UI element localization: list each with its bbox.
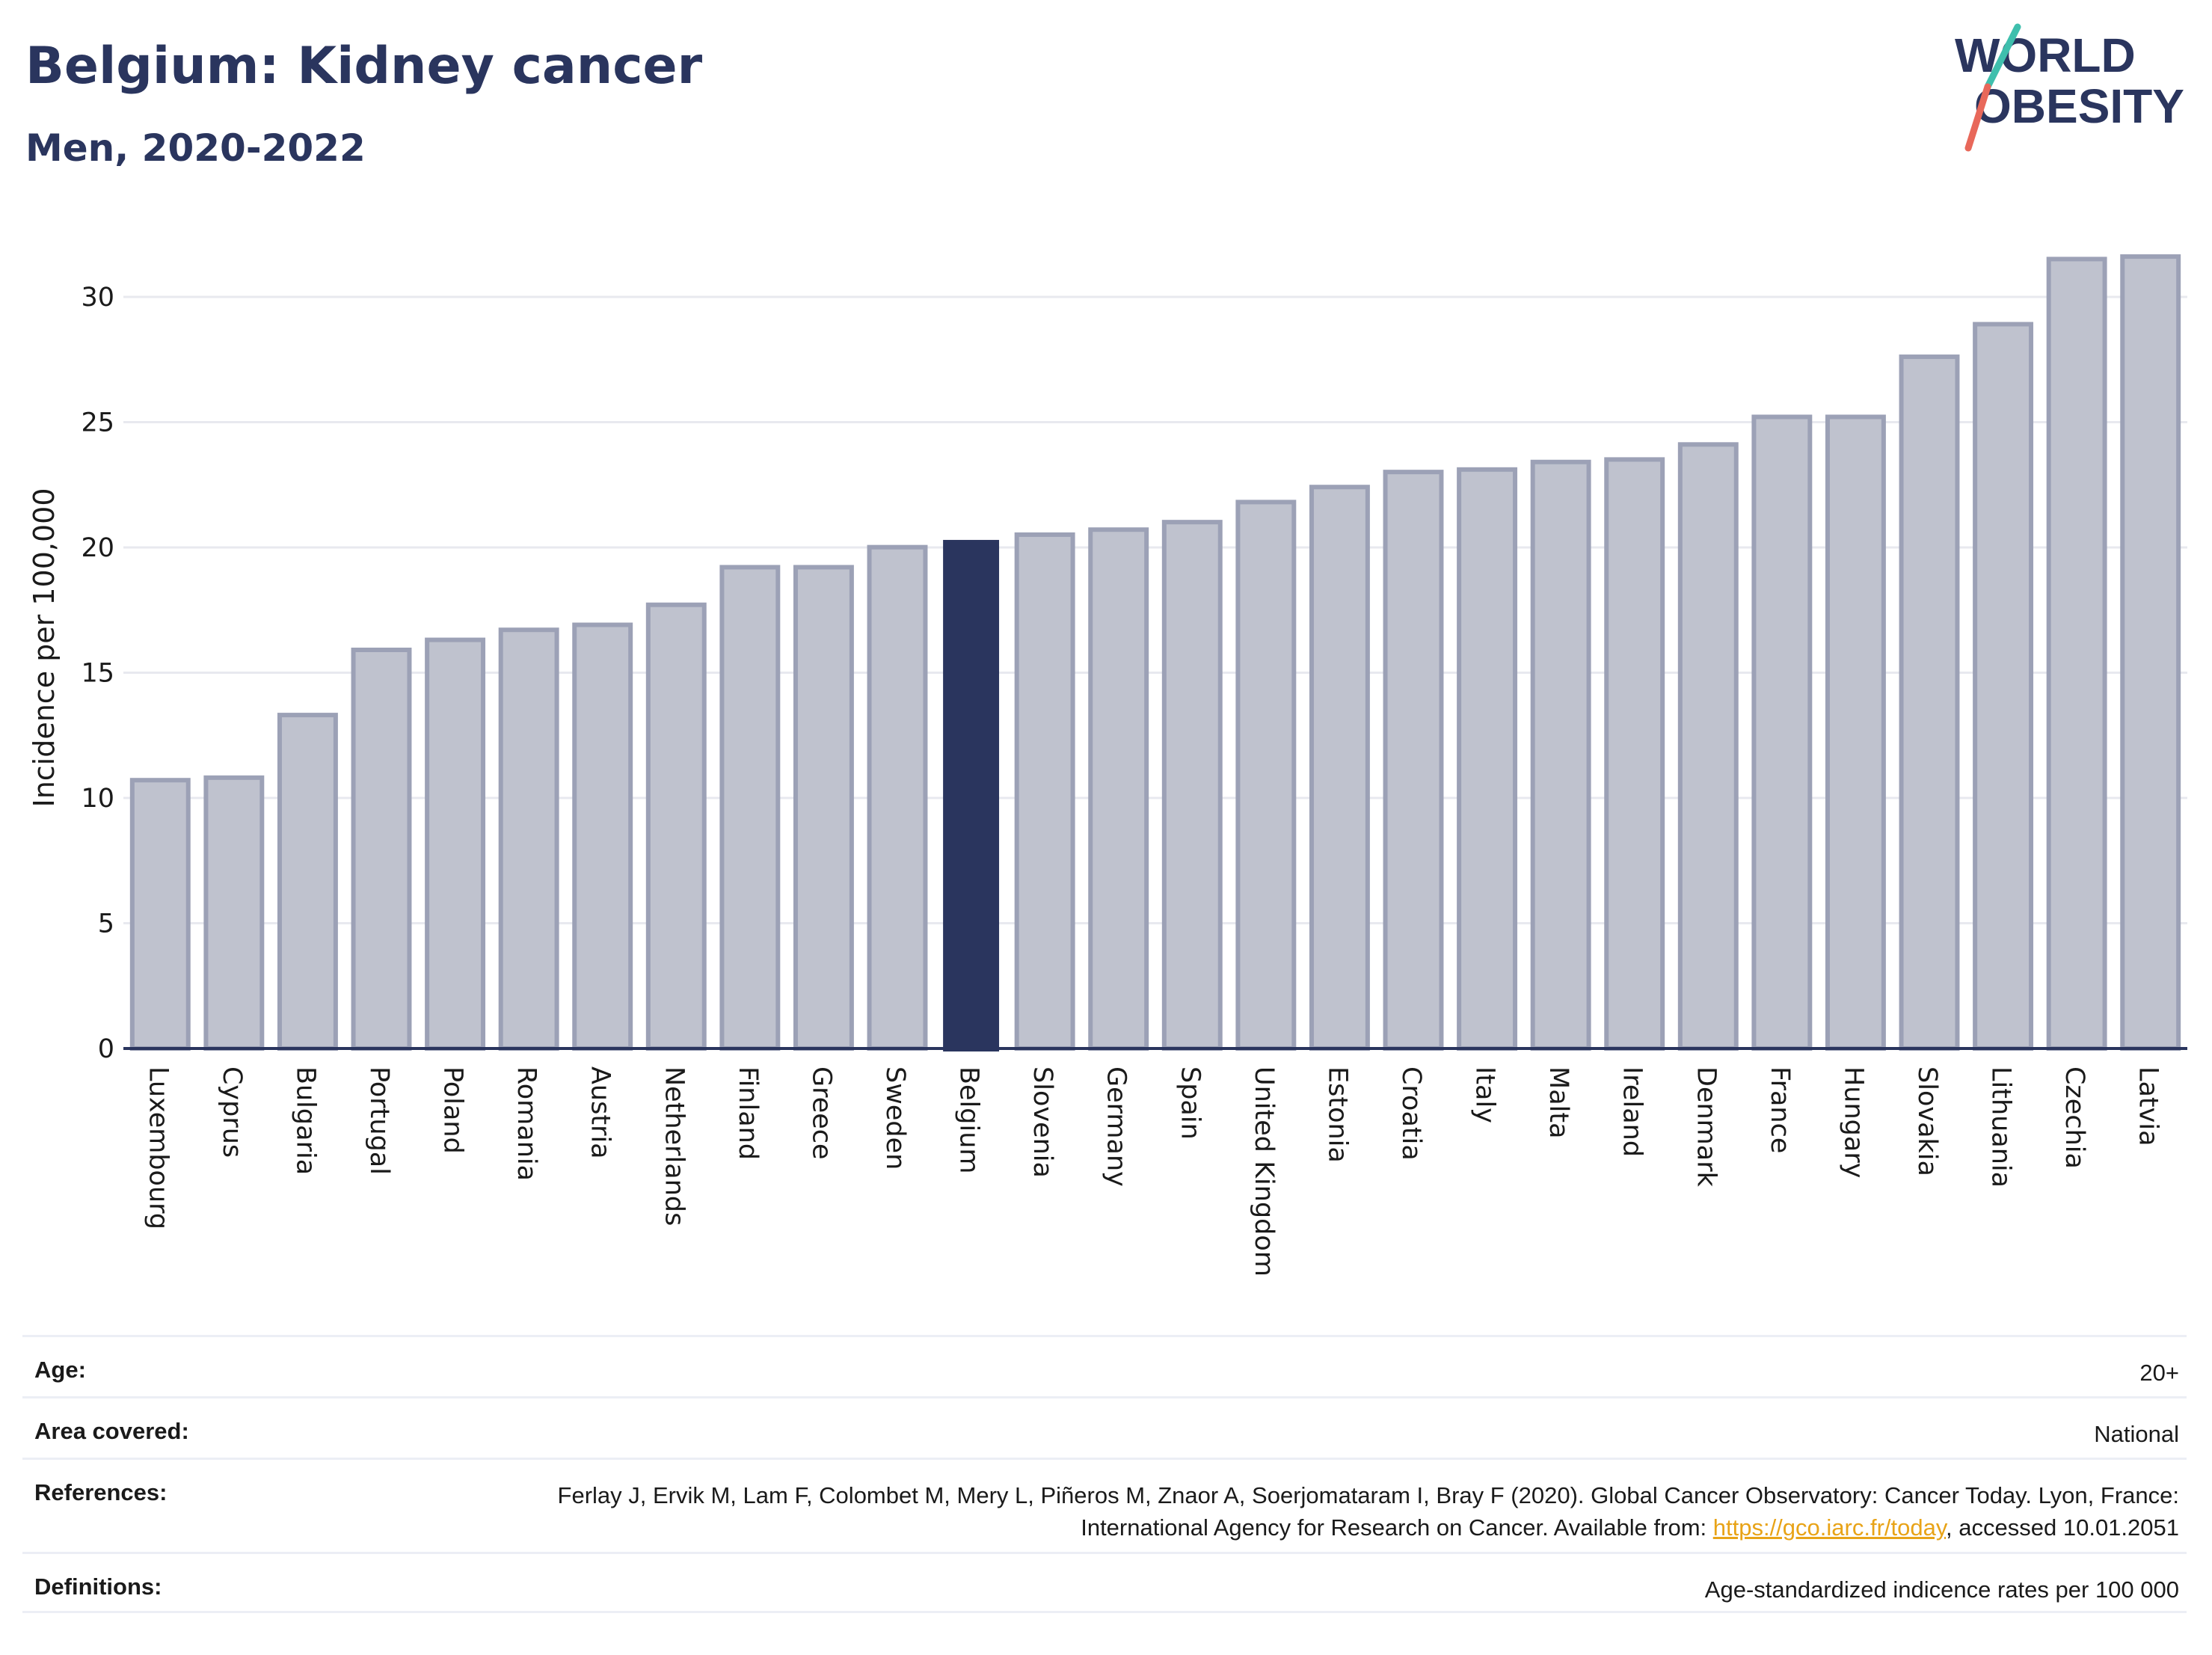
bar-united-kingdom (1235, 500, 1297, 1051)
bar-luxembourg (129, 778, 191, 1051)
x-tick-label: United Kingdom (1249, 1066, 1279, 1277)
x-tick-label: Cyprus (217, 1066, 247, 1158)
logo-slash-coral (1964, 83, 1991, 152)
age-value: 20+ (2139, 1360, 2179, 1386)
chart-title: Belgium: Kidney cancer (25, 37, 703, 96)
x-tick-labels: Luxembourg Cyprus Bulgaria Portugal Poland Ro… (143, 1066, 2163, 1277)
x-tick-label: Malta (1543, 1066, 1573, 1139)
references-suffix: , accessed 10.01.2051 (1946, 1514, 2179, 1541)
bar-france (1751, 414, 1813, 1051)
bar-italy (1457, 467, 1518, 1051)
x-tick-label: Poland (438, 1066, 468, 1154)
x-tick-label: Romania (511, 1066, 541, 1181)
logo-slash-teal (1984, 23, 2021, 90)
metadata-table: Age: 20+ Area covered: National Referenc… (22, 1335, 2187, 1613)
references-value: Ferlay J, Ervik M, Lam F, Colombet M, Me… (534, 1479, 2187, 1544)
x-tick-label: Denmark (1691, 1066, 1721, 1188)
area-covered-label: Area covered: (34, 1418, 189, 1444)
meta-row-definitions: Definitions: Age-standardized indicence … (22, 1552, 2187, 1613)
bar-finland (719, 565, 781, 1051)
x-tick-label: Italy (1470, 1066, 1500, 1123)
x-tick-label: Bulgaria (290, 1066, 320, 1175)
x-tick-label: Croatia (1396, 1066, 1426, 1161)
bar-germany (1088, 527, 1149, 1051)
logo-text-world: WORLD (1955, 28, 2136, 82)
x-tick-label: Lithuania (1986, 1066, 2016, 1188)
x-tick-label: Belgium (954, 1066, 984, 1174)
x-tick-label: Latvia (2133, 1066, 2163, 1146)
bar-slovenia (1014, 532, 1075, 1051)
y-tick-label: 15 (81, 659, 114, 689)
x-tick-label: Finland (733, 1066, 763, 1160)
references-link[interactable]: https://gco.iarc.fr/today (1712, 1514, 1947, 1541)
bar-bulgaria (277, 713, 338, 1051)
x-tick-label: Germany (1102, 1066, 1131, 1187)
meta-row-age: Age: 20+ (22, 1335, 2187, 1396)
bar-slovakia (1899, 354, 1960, 1051)
bar-greece (793, 565, 854, 1051)
y-tick-label: 30 (81, 283, 114, 313)
bar-lithuania (1973, 322, 2034, 1051)
x-tick-label: Czechia (2059, 1066, 2089, 1169)
age-label: Age: (34, 1357, 86, 1383)
x-tick-label: Austria (586, 1066, 615, 1159)
bar-croatia (1383, 470, 1444, 1051)
x-tick-label: Greece (806, 1066, 836, 1160)
x-tick-label: Portugal (364, 1066, 394, 1175)
bar-denmark (1677, 442, 1739, 1051)
x-tick-label: Hungary (1838, 1066, 1868, 1178)
bar-belgium (943, 539, 1000, 1051)
y-tick-label: 0 (98, 1034, 114, 1064)
bar-sweden (867, 544, 928, 1051)
world-obesity-logo: WORLD OBESITY (1955, 23, 2184, 152)
bar-malta (1530, 459, 1591, 1051)
definitions-value: Age-standardized indicence rates per 100… (1704, 1576, 2179, 1603)
meta-row-area: Area covered: National (22, 1396, 2187, 1458)
references-label: References: (34, 1479, 168, 1505)
bar-poland (425, 637, 486, 1051)
x-tick-label: Slovakia (1912, 1066, 1942, 1176)
y-tick-labels: 0 5 10 15 20 25 30 (81, 283, 114, 1064)
bar-netherlands (645, 602, 707, 1051)
x-tick-label: France (1765, 1066, 1795, 1153)
bar-austria (572, 622, 633, 1051)
x-tick-label: Estonia (1322, 1066, 1352, 1163)
bar-czechia (2046, 257, 2107, 1051)
x-tick-label: Spain (1175, 1066, 1205, 1140)
bar-chart: 0 5 10 15 20 25 30 Luxembourg Cyprus Bulgaria Por… (28, 254, 2187, 1277)
bar-ireland (1604, 457, 1665, 1051)
x-tick-label: Ireland (1617, 1066, 1647, 1157)
references-text: Ferlay J, Ervik M, Lam F, Colombet M, Me… (557, 1482, 2179, 1541)
y-axis-label: Incidence per 100,000 (28, 488, 61, 807)
bars (129, 254, 2181, 1051)
y-tick-label: 20 (81, 533, 114, 563)
chart-subtitle: Men, 2020-2022 (25, 126, 366, 170)
bar-cyprus (203, 775, 265, 1051)
meta-row-references: References: Ferlay J, Ervik M, Lam F, Co… (22, 1458, 2187, 1552)
x-tick-label: Netherlands (659, 1066, 689, 1226)
y-tick-label: 25 (81, 408, 114, 438)
logo-text-obesity: OBESITY (1974, 79, 2184, 133)
y-tick-label: 5 (98, 909, 114, 939)
y-tick-label: 10 (81, 784, 114, 814)
x-tick-label: Slovenia (1027, 1066, 1057, 1178)
bar-spain (1161, 520, 1223, 1051)
bar-latvia (2120, 254, 2181, 1051)
x-tick-label: Luxembourg (143, 1066, 173, 1229)
x-tick-label: Sweden (880, 1066, 910, 1170)
area-covered-value: National (2094, 1421, 2179, 1447)
bar-estonia (1309, 485, 1370, 1051)
definitions-label: Definitions: (34, 1573, 162, 1600)
bar-hungary (1825, 414, 1886, 1051)
bar-portugal (351, 648, 412, 1051)
bar-romania (498, 627, 559, 1051)
